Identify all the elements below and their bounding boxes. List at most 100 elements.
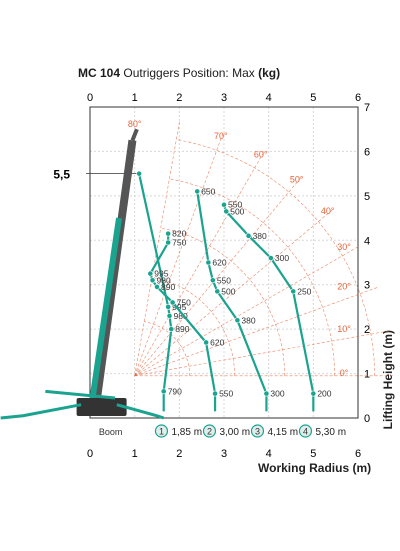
- y-tick-label: 7: [364, 102, 370, 114]
- angle-label: 20°: [337, 282, 351, 292]
- x-tick-label-bottom: 3: [221, 448, 227, 460]
- data-point: [214, 288, 221, 295]
- x-tick-label-bottom: 1: [132, 448, 138, 460]
- data-point: [165, 239, 172, 246]
- angle-ray: [134, 150, 265, 376]
- crane-boom: [92, 139, 137, 401]
- angle-arc: [176, 139, 375, 376]
- load-label: 980: [174, 311, 188, 321]
- load-label: 995: [154, 269, 168, 279]
- load-label: 200: [317, 389, 331, 399]
- data-point: [165, 304, 172, 310]
- load-label: 250: [297, 286, 311, 296]
- data-point: [209, 277, 216, 284]
- outrigger-upper: [45, 389, 116, 400]
- series-name: 3,00 m: [219, 427, 250, 438]
- series-marker-number: 3: [255, 427, 260, 437]
- load-label: 820: [172, 229, 186, 239]
- data-point: [136, 170, 143, 177]
- load-label: 380: [241, 315, 255, 325]
- data-point: [147, 270, 154, 277]
- series-curve-2: [149, 233, 217, 394]
- data-point: [205, 259, 212, 266]
- data-point: [290, 288, 297, 295]
- boom-legend-label: Boom: [99, 427, 123, 437]
- angle-arc: [169, 178, 335, 376]
- crane-boom-section: [89, 217, 123, 401]
- load-label: 500: [230, 206, 244, 216]
- angle-label: 80°: [128, 119, 142, 129]
- x-axis-label: Working Radius (m): [258, 461, 372, 475]
- boom-tip: [130, 128, 139, 142]
- load-label: 650: [201, 186, 215, 196]
- x-tick-label-top: 3: [221, 92, 227, 104]
- angle-label: 30°: [337, 242, 351, 252]
- data-point: [203, 339, 210, 346]
- load-label: 550: [217, 275, 231, 285]
- angle-arc: [151, 277, 235, 376]
- x-tick-label-top: 6: [355, 92, 361, 104]
- series-marker-number: 2: [207, 427, 212, 437]
- x-tick-label-top: 2: [176, 92, 182, 104]
- angle-label: 10°: [337, 324, 351, 334]
- x-tick-label-bottom: 5: [310, 448, 316, 460]
- angle-arc: [144, 321, 190, 376]
- outrigger-right: [116, 403, 165, 420]
- x-tick-label-bottom: 4: [266, 448, 272, 460]
- load-label: 620: [210, 337, 224, 347]
- data-point: [168, 326, 175, 333]
- outrigger-left: [0, 403, 82, 420]
- load-label: 995: [172, 302, 186, 312]
- y-tick-label: 2: [364, 324, 370, 336]
- data-point: [194, 188, 201, 195]
- angle-ray: [134, 208, 335, 377]
- data-point: [165, 230, 172, 237]
- load-label: 750: [177, 297, 191, 307]
- series-curve-3: [196, 191, 268, 395]
- series-name: 5,30 m: [315, 427, 346, 438]
- data-point: [221, 201, 227, 208]
- y-tick-label: 6: [364, 146, 370, 158]
- data-point: [169, 299, 176, 306]
- x-tick-label-top: 4: [266, 92, 272, 104]
- angle-ray: [134, 330, 391, 377]
- x-tick-label-bottom: 2: [176, 448, 182, 460]
- title-text: Outriggers Position: Max: [120, 66, 259, 80]
- data-point: [149, 277, 156, 284]
- x-tick-label-bottom: 6: [355, 448, 361, 460]
- x-tick-label-top: 0: [87, 92, 93, 104]
- series-marker-number: 4: [303, 427, 308, 437]
- load-label: 550: [219, 389, 233, 399]
- angle-ray: [134, 286, 380, 377]
- data-point: [267, 255, 274, 261]
- height-marker-label: 5,5: [53, 168, 70, 182]
- angle-ray: [134, 176, 303, 376]
- load-label: 790: [168, 386, 182, 396]
- load-label: 890: [161, 282, 175, 292]
- angle-label: 0°: [340, 368, 349, 378]
- angle-label: 50°: [290, 175, 304, 185]
- load-label: 300: [270, 389, 284, 399]
- model-name: MC 104: [78, 66, 121, 80]
- series-name: 4,15 m: [267, 427, 298, 438]
- series-marker-3: [250, 424, 265, 438]
- x-tick-label-top: 1: [132, 92, 138, 104]
- data-point: [263, 390, 270, 397]
- data-point: [154, 284, 160, 290]
- y-tick-label: 4: [364, 235, 370, 247]
- angle-ray: [134, 131, 224, 376]
- angle-label: 40°: [321, 206, 335, 216]
- series-marker-2: [202, 424, 217, 438]
- angle-label: 60°: [254, 150, 268, 160]
- series-name: 1,85 m: [171, 427, 202, 438]
- angle-ray: [134, 119, 181, 376]
- load-label: 550: [228, 200, 242, 210]
- data-point: [212, 390, 218, 397]
- y-tick-label: 1: [364, 369, 370, 381]
- load-label: 750: [172, 238, 186, 248]
- load-label: 620: [212, 258, 226, 268]
- data-point: [310, 390, 317, 397]
- data-point: [160, 388, 167, 395]
- load-label: 500: [221, 286, 235, 296]
